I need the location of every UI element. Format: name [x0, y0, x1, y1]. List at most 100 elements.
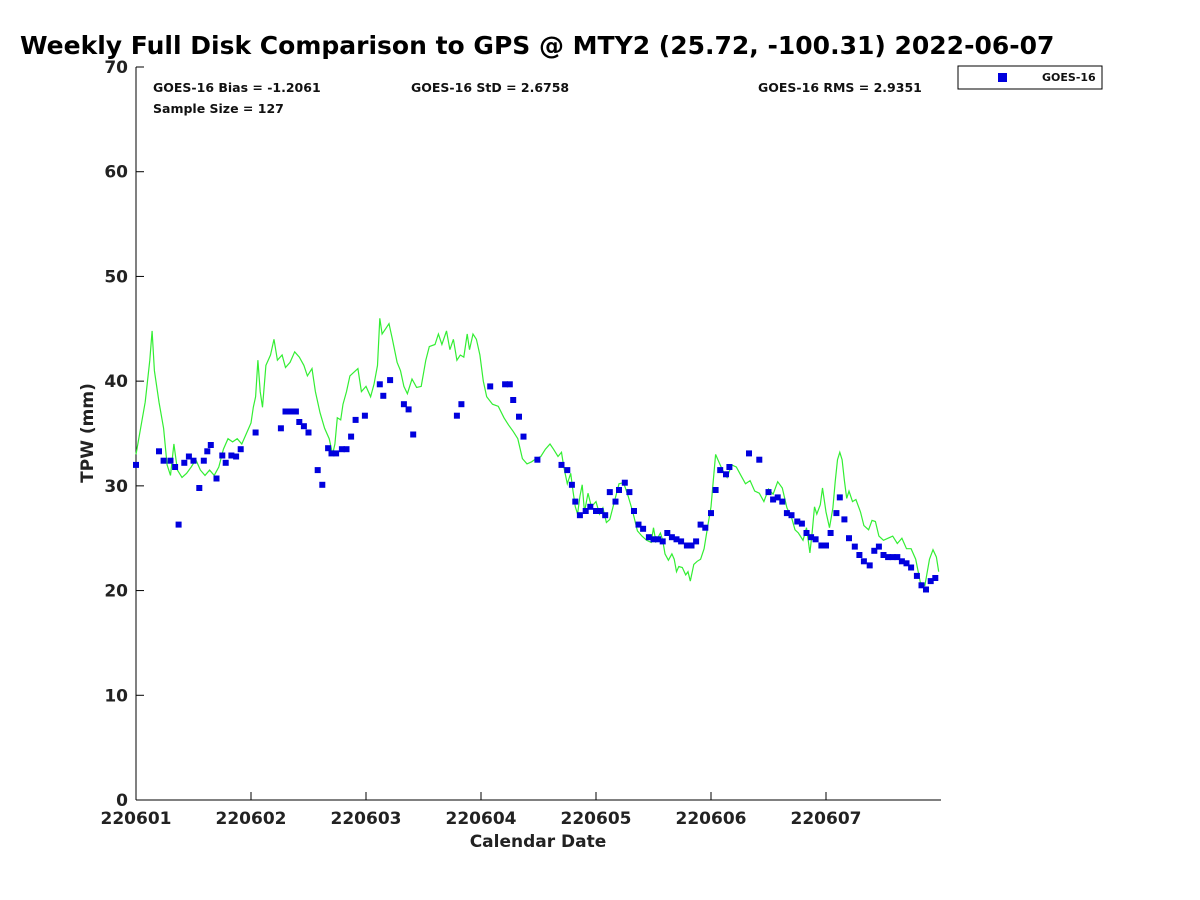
goes16-point [885, 554, 892, 561]
goes16-point [400, 401, 407, 408]
goes16-point [894, 554, 901, 561]
goes16-point [898, 558, 905, 565]
y-axis-ticks: 0 10 20 30 40 50 60 70 [104, 58, 144, 811]
rms-stat: GOES-16 RMS = 2.9351 [758, 80, 922, 95]
goes16-point [213, 475, 220, 482]
goes16-point [237, 446, 244, 453]
goes16-point [175, 521, 182, 528]
goes16-point [673, 536, 680, 543]
goes16-point [534, 456, 541, 463]
goes16-point [702, 524, 709, 531]
goes16-point [343, 446, 350, 453]
goes16-point [325, 445, 332, 452]
goes16-point [908, 564, 915, 571]
goes16-point [338, 446, 345, 453]
goes16-point [678, 538, 685, 545]
goes16-point [328, 450, 335, 457]
y-axis-label: TPW (mm) [78, 383, 98, 483]
goes16-point [794, 518, 801, 525]
goes16-point [645, 534, 652, 541]
goes16-point [746, 450, 752, 457]
goes16-point [453, 412, 460, 419]
goes16-point [923, 586, 929, 593]
goes16-point [361, 412, 368, 419]
goes16-point [510, 397, 517, 403]
goes16-point [564, 467, 571, 474]
goes16-point [277, 425, 284, 432]
goes16-point [655, 536, 662, 543]
sample-size-stat: Sample Size = 127 [153, 101, 284, 116]
std-stat: GOES-16 StD = 2.6758 [411, 80, 569, 95]
goes16-point [827, 530, 834, 536]
goes16-point [851, 543, 858, 550]
goes16-point [774, 494, 781, 501]
y-tick-label: 0 [116, 791, 128, 811]
goes16-point [846, 535, 852, 542]
x-tick-label: 220605 [561, 809, 632, 829]
goes16-point [664, 530, 671, 536]
goes16-point [219, 452, 226, 459]
bias-stat: GOES-16 Bias = -1.2061 [153, 80, 321, 95]
goes16-point [222, 459, 229, 466]
y-tick-label: 70 [104, 58, 128, 78]
goes16-point [659, 538, 666, 545]
goes16-point [833, 510, 840, 517]
goes16-point [841, 516, 848, 523]
goes16-point [640, 525, 647, 532]
goes16-point [770, 496, 777, 503]
x-tick-label: 220601 [101, 809, 172, 829]
goes16-point [723, 471, 729, 478]
legend-entry-goes16: GOES-16 [1042, 71, 1096, 84]
goes16-point [602, 512, 609, 519]
y-tick-label: 30 [104, 477, 128, 497]
goes16-point [712, 487, 719, 493]
y-tick-label: 20 [104, 582, 128, 602]
goes16-point [300, 423, 307, 430]
goes16-point [506, 381, 513, 388]
x-tick-label: 220606 [676, 809, 747, 829]
y-tick-label: 10 [104, 686, 128, 706]
x-axis-ticks: 220601 220602 220603 220604 220605 220606 2206… [101, 792, 861, 829]
goes16-point [783, 510, 790, 517]
goes16-point [520, 433, 527, 440]
goes16-point [319, 481, 326, 488]
goes16-point [697, 521, 704, 528]
goes16-point [788, 512, 795, 519]
goes16-point [693, 538, 700, 545]
goes16-point [903, 560, 910, 567]
goes16-point [133, 461, 139, 468]
legend-marker-square [998, 73, 1007, 82]
goes16-point [181, 459, 188, 466]
goes16-point [726, 464, 733, 470]
x-axis-label: Calendar Date [470, 832, 607, 852]
goes16-point [880, 552, 887, 558]
goes16-point [765, 489, 772, 496]
y-tick-label: 60 [104, 163, 128, 183]
goes16-point [688, 542, 695, 549]
goes16-point [582, 508, 589, 514]
goes16-point [587, 503, 594, 510]
goes16-point [913, 572, 920, 579]
goes16-point [160, 457, 167, 464]
y-tick-label: 40 [104, 372, 128, 392]
goes16-point [376, 381, 383, 388]
goes16-point [779, 498, 786, 505]
goes16-point [252, 429, 259, 436]
goes16-point [616, 487, 622, 493]
goes16-point [889, 554, 896, 561]
goes16-point [387, 377, 394, 384]
goes16-point [558, 461, 565, 468]
goes16-point [292, 408, 299, 415]
goes16-point [798, 520, 805, 527]
goes16-point [875, 543, 882, 550]
goes16-point [348, 433, 355, 440]
goes16-point [635, 521, 642, 528]
goes16-point [405, 406, 412, 413]
y-tick-label: 50 [104, 267, 128, 287]
legend: GOES-16 [957, 65, 1103, 90]
goes16-point [190, 457, 197, 464]
goes16-point [708, 510, 714, 517]
goes16-point [228, 452, 235, 459]
goes16-point [812, 536, 819, 543]
goes16-point [167, 457, 174, 464]
